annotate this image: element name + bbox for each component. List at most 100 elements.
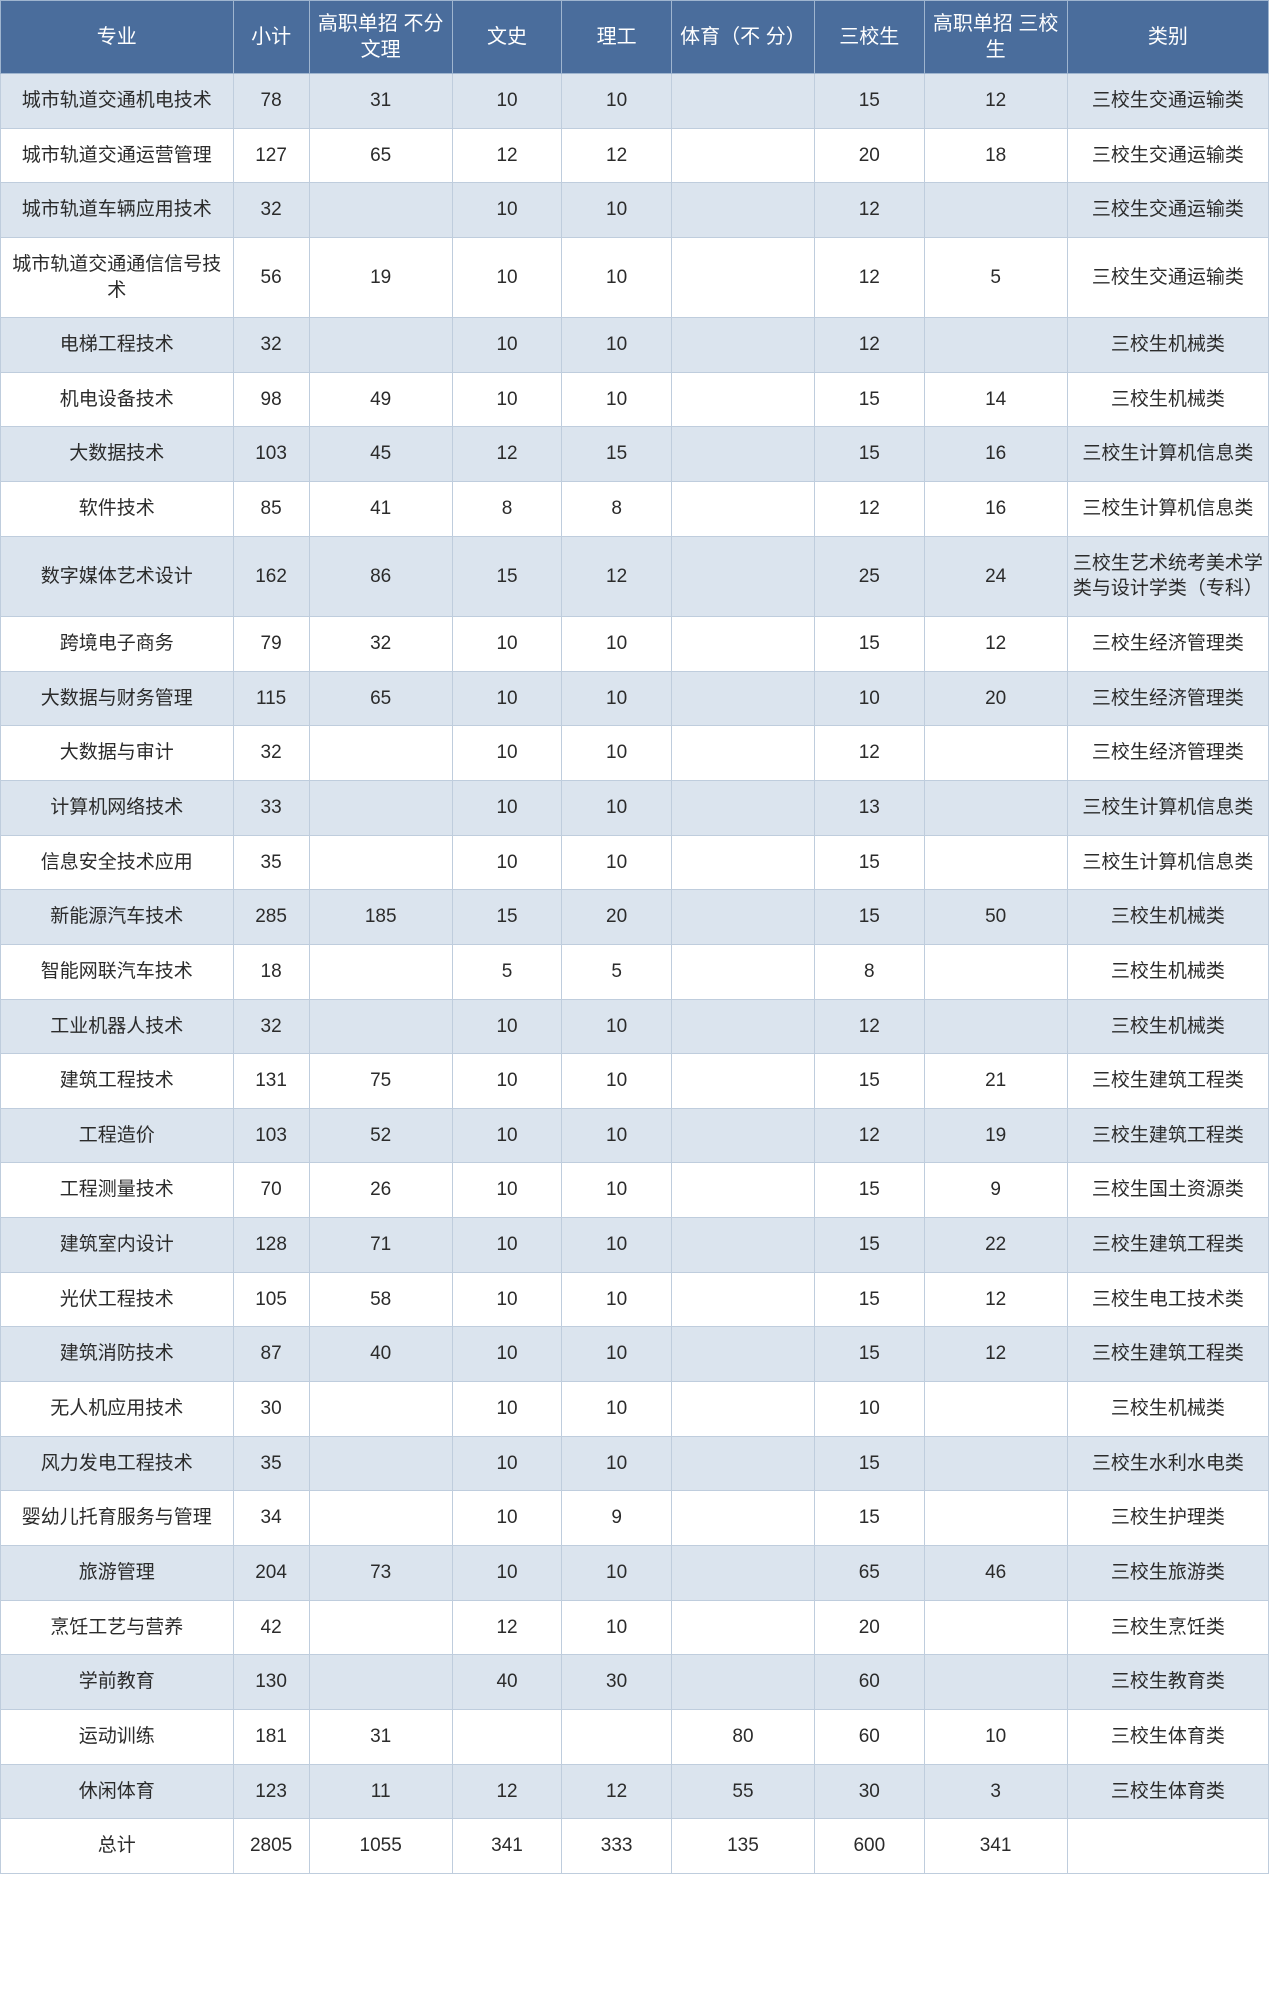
table-cell: 32 — [233, 318, 309, 373]
table-cell: 10 — [452, 617, 562, 672]
table-cell: 三校生建筑工程类 — [1067, 1218, 1268, 1273]
table-cell: 162 — [233, 536, 309, 616]
table-cell: 70 — [233, 1163, 309, 1218]
table-cell: 105 — [233, 1272, 309, 1327]
table-cell — [924, 1655, 1067, 1710]
table-cell: 三校生水利水电类 — [1067, 1436, 1268, 1491]
table-cell: 三校生机械类 — [1067, 890, 1268, 945]
table-row: 大数据与财务管理1156510101020三校生经济管理类 — [1, 671, 1269, 726]
table-cell — [671, 999, 814, 1054]
table-cell — [671, 1491, 814, 1546]
table-cell: 12 — [452, 427, 562, 482]
table-cell: 10 — [562, 726, 672, 781]
table-cell: 10 — [452, 671, 562, 726]
table-cell: 10 — [452, 1163, 562, 1218]
table-cell: 15 — [815, 1218, 925, 1273]
table-row: 城市轨道交通运营管理1276512122018三校生交通运输类 — [1, 128, 1269, 183]
table-cell: 50 — [924, 890, 1067, 945]
table-cell: 10 — [452, 183, 562, 238]
table-cell: 12 — [815, 482, 925, 537]
table-cell: 10 — [562, 183, 672, 238]
table-cell: 10 — [452, 726, 562, 781]
table-cell: 10 — [562, 1108, 672, 1163]
table-cell: 181 — [233, 1709, 309, 1764]
table-cell: 40 — [452, 1655, 562, 1710]
table-cell: 333 — [562, 1819, 672, 1874]
table-cell — [309, 1436, 452, 1491]
table-cell — [671, 726, 814, 781]
table-cell — [671, 1272, 814, 1327]
table-cell: 14 — [924, 372, 1067, 427]
table-cell: 三校生机械类 — [1067, 318, 1268, 373]
table-cell: 285 — [233, 890, 309, 945]
table-row: 城市轨道交通通信信号技术56191010125三校生交通运输类 — [1, 237, 1269, 317]
table-cell: 10 — [452, 237, 562, 317]
table-cell: 三校生交通运输类 — [1067, 128, 1268, 183]
table-cell: 三校生烹饪类 — [1067, 1600, 1268, 1655]
table-cell: 新能源汽车技术 — [1, 890, 234, 945]
table-cell — [309, 999, 452, 1054]
table-cell: 85 — [233, 482, 309, 537]
table-cell — [671, 1163, 814, 1218]
table-row: 学前教育130403060三校生教育类 — [1, 1655, 1269, 1710]
table-cell: 10 — [562, 318, 672, 373]
table-cell: 10 — [562, 1600, 672, 1655]
table-cell: 大数据技术 — [1, 427, 234, 482]
table-cell: 12 — [924, 1327, 1067, 1382]
table-cell — [309, 726, 452, 781]
table-cell: 19 — [924, 1108, 1067, 1163]
table-cell: 71 — [309, 1218, 452, 1273]
table-cell — [1067, 1819, 1268, 1874]
table-cell: 信息安全技术应用 — [1, 835, 234, 890]
table-cell — [671, 1436, 814, 1491]
table-cell: 婴幼儿托育服务与管理 — [1, 1491, 234, 1546]
table-cell: 5 — [452, 944, 562, 999]
table-cell: 32 — [233, 999, 309, 1054]
table-cell: 三校生机械类 — [1067, 1382, 1268, 1437]
table-cell: 60 — [815, 1655, 925, 1710]
table-cell: 三校生电工技术类 — [1067, 1272, 1268, 1327]
col-header-gzdz: 高职单招 不分文理 — [309, 1, 452, 74]
table-cell: 15 — [815, 1054, 925, 1109]
table-cell: 204 — [233, 1545, 309, 1600]
table-cell: 52 — [309, 1108, 452, 1163]
table-cell: 19 — [309, 237, 452, 317]
table-row: 光伏工程技术1055810101512三校生电工技术类 — [1, 1272, 1269, 1327]
table-cell: 15 — [815, 890, 925, 945]
table-cell — [309, 1491, 452, 1546]
table-cell: 三校生艺术统考美术学类与设计学类（专科） — [1067, 536, 1268, 616]
table-cell: 115 — [233, 671, 309, 726]
table-cell — [671, 128, 814, 183]
table-cell: 三校生交通运输类 — [1067, 183, 1268, 238]
table-cell: 三校生国土资源类 — [1067, 1163, 1268, 1218]
table-cell: 8 — [815, 944, 925, 999]
table-cell: 20 — [815, 128, 925, 183]
table-cell: 15 — [815, 427, 925, 482]
table-cell — [671, 780, 814, 835]
table-row: 休闲体育12311121255303三校生体育类 — [1, 1764, 1269, 1819]
col-header-category: 类别 — [1067, 1, 1268, 74]
table-cell — [671, 318, 814, 373]
table-cell: 8 — [452, 482, 562, 537]
table-cell: 15 — [815, 1327, 925, 1382]
table-cell: 42 — [233, 1600, 309, 1655]
table-cell: 10 — [452, 1327, 562, 1382]
table-cell: 三校生建筑工程类 — [1067, 1054, 1268, 1109]
table-cell — [671, 890, 814, 945]
table-cell: 12 — [815, 726, 925, 781]
table-cell: 9 — [924, 1163, 1067, 1218]
table-cell: 10 — [452, 1218, 562, 1273]
table-cell — [924, 1491, 1067, 1546]
table-cell — [671, 237, 814, 317]
table-cell: 127 — [233, 128, 309, 183]
table-cell: 10 — [452, 780, 562, 835]
table-cell: 86 — [309, 536, 452, 616]
table-cell: 三校生护理类 — [1067, 1491, 1268, 1546]
table-row: 建筑工程技术1317510101521三校生建筑工程类 — [1, 1054, 1269, 1109]
table-cell: 城市轨道交通运营管理 — [1, 128, 234, 183]
table-cell: 341 — [452, 1819, 562, 1874]
table-cell: 15 — [815, 1163, 925, 1218]
table-cell: 22 — [924, 1218, 1067, 1273]
table-cell: 12 — [815, 999, 925, 1054]
table-row: 婴幼儿托育服务与管理3410915三校生护理类 — [1, 1491, 1269, 1546]
